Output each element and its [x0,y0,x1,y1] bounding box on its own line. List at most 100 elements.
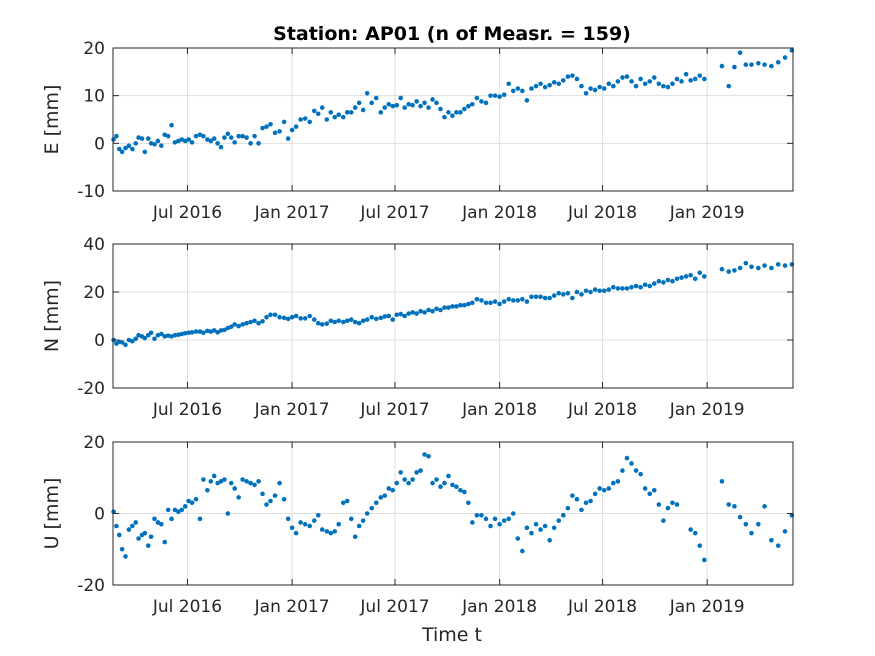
data-point [749,62,754,67]
data-point [218,144,224,150]
data-point [302,316,308,321]
data-point [501,518,507,523]
data-point [123,554,128,559]
data-point [726,269,732,274]
data-point [434,306,439,312]
data-point [244,320,249,326]
data-point [732,504,737,509]
data-point [592,287,598,292]
data-point [268,498,273,504]
x-tick-label: Jan 2018 [461,400,537,420]
data-point [285,136,291,141]
data-point [611,83,616,89]
data-point [114,133,119,139]
data-point [466,500,471,506]
data-point [633,283,639,289]
data-point [232,322,237,327]
data-point [369,314,375,320]
data-point [248,480,253,486]
data-point [422,452,427,457]
data-point [340,114,346,120]
x-tick-label: Jan 2018 [461,597,537,617]
data-point [186,137,191,142]
data-point [328,318,334,324]
data-point [165,333,171,338]
data-point [454,110,459,115]
data-point [406,101,411,107]
data-point [674,502,680,507]
data-point [638,284,643,290]
data-point [749,264,754,270]
x-tick-label: Jan 2019 [669,597,745,617]
data-point [579,507,584,513]
data-point [402,313,407,319]
data-point [281,315,287,321]
data-point [172,507,178,513]
x-tick-label: Jan 2017 [254,203,330,223]
axes-box [112,47,794,192]
data-point [450,304,455,309]
data-point [479,512,484,518]
data-point [556,81,562,87]
data-point [561,512,566,518]
data-point [360,518,366,523]
data-point [182,330,188,336]
data-point [418,468,423,473]
data-point [574,289,580,295]
data-point [688,272,693,278]
data-point [406,480,411,486]
data-point [165,133,171,139]
x-tick-label: Jul 2018 [567,400,637,420]
axes-box [112,243,794,389]
data-point [360,318,366,324]
x-tick-label: Jul 2016 [152,203,222,223]
data-point [272,130,278,136]
data-point [702,557,707,563]
data-point [211,328,217,333]
x-tick-label: Jul 2016 [152,597,222,617]
x-tick-label: Jan 2017 [254,597,330,617]
data-point [483,300,489,306]
data-point [289,525,295,531]
data-point [462,302,467,308]
data-point [298,316,303,321]
data-point [186,330,191,336]
data-point [538,527,543,532]
data-point [651,281,657,286]
x-tick-label: Jul 2018 [567,203,637,223]
data-point [430,480,435,486]
plot-area [113,48,793,191]
data-point [289,127,295,133]
x-tick-label: Jan 2019 [669,203,745,223]
x-tick-label: Jul 2017 [359,400,429,420]
data-point [542,523,548,529]
data-point [373,316,379,322]
data-point [462,489,467,495]
data-point [222,477,227,482]
data-point [205,328,210,334]
data-point [418,103,423,109]
data-point [538,294,543,300]
data-point [606,81,612,87]
data-point [726,83,732,89]
data-point [268,121,273,127]
data-point [390,103,396,109]
data-point [583,288,589,294]
data-point [298,117,303,122]
data-point [176,509,181,515]
data-point [406,311,411,316]
data-point [719,63,725,69]
data-point [373,500,379,506]
data-point [683,71,689,77]
data-point [656,278,662,284]
data-point [344,318,350,324]
data-point [426,454,431,459]
panel-1: Jul 2016 Jan 2017 Jul 2017 Jan 2018 Jul 2018… [41,39,795,223]
data-point [356,100,362,106]
data-point [647,79,653,84]
data-point [782,529,788,534]
data-point [470,520,475,525]
data-point [683,274,689,279]
data-point [479,99,484,104]
data-point [152,516,157,522]
